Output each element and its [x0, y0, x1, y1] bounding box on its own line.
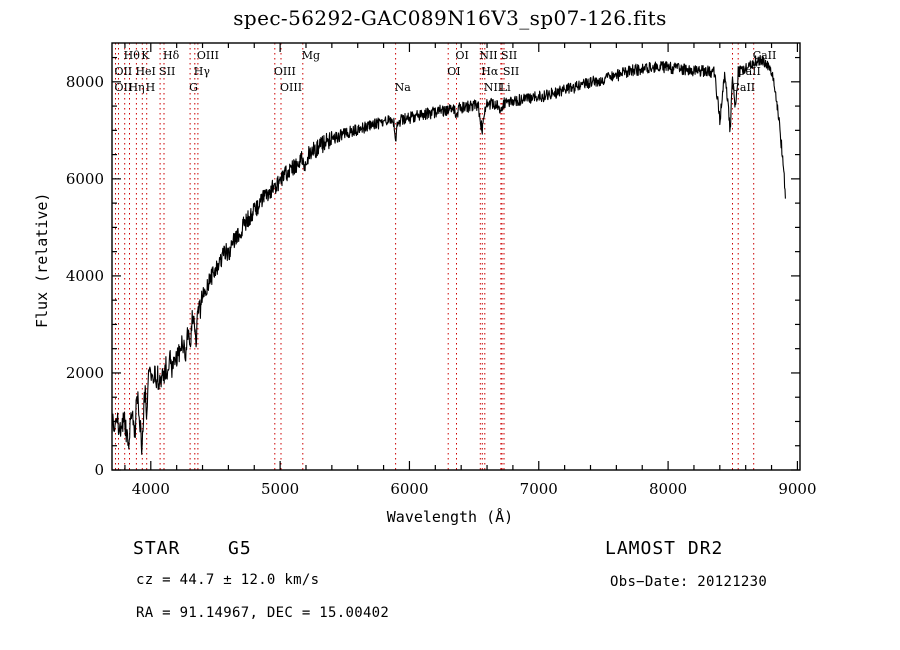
- x-axis-label: Wavelength (Å): [386, 508, 514, 526]
- plot-frame: [111, 42, 801, 471]
- line-marker-label: SII: [501, 49, 518, 62]
- y-tick-label: 4000: [65, 266, 104, 285]
- y-tick-label: 6000: [65, 169, 104, 188]
- x-tick-label: 9000: [778, 480, 817, 498]
- line-marker-label: CaII: [737, 65, 761, 78]
- line-marker-group: [115, 43, 755, 470]
- line-marker-label: OIII: [196, 49, 219, 62]
- line-marker-label: CaII: [752, 49, 777, 62]
- obs-date-label: Obs−Date: 20121230: [610, 574, 768, 590]
- line-marker-label: Hα: [481, 65, 499, 78]
- y-tick-label: 0: [94, 461, 104, 479]
- survey-label: LAMOST DR2: [605, 538, 724, 559]
- spectrum-trace: [111, 54, 786, 455]
- spectral-class-label: G5: [228, 538, 252, 559]
- line-marker-label: OI: [447, 65, 461, 78]
- line-marker-label: OII: [114, 81, 133, 94]
- axis-ticks: [112, 43, 800, 471]
- line-marker-label: SII: [159, 65, 176, 78]
- line-marker-label: Hγ: [193, 65, 210, 78]
- line-marker-label: SII: [502, 65, 520, 78]
- line-marker-label: Na: [394, 81, 411, 94]
- line-marker-label: CaII: [731, 81, 756, 94]
- x-tick-label: 8000: [648, 480, 688, 498]
- x-tick-label: 5000: [261, 480, 300, 498]
- line-marker-label: OII: [114, 65, 133, 78]
- x-tick-label: 7000: [519, 480, 558, 498]
- page-title: spec-56292-GAC089N16V3_sp07-126.fits: [233, 6, 667, 30]
- line-marker-label: OIII: [273, 65, 296, 78]
- line-marker-label: H: [145, 81, 156, 94]
- line-marker-label: K: [141, 49, 150, 62]
- line-marker-label: HeI: [135, 65, 156, 78]
- line-marker-label: Hη: [128, 81, 145, 94]
- line-marker-label: G: [189, 81, 198, 94]
- line-marker-label: OIII: [280, 81, 303, 94]
- y-tick-label: 2000: [65, 363, 104, 382]
- x-tick-label: 6000: [390, 480, 429, 498]
- line-marker-label: Hθ: [123, 49, 140, 62]
- redshift-velocity-label: cz = 44.7 ± 12.0 km/s: [136, 572, 320, 588]
- line-marker-label: Mg: [301, 49, 321, 62]
- line-marker-label: OI: [455, 49, 469, 62]
- object-type-label: STAR: [133, 538, 181, 559]
- coordinates-label: RA = 91.14967, DEC = 15.00402: [136, 605, 390, 621]
- line-marker-label: Li: [499, 81, 511, 94]
- line-marker-label: NII: [483, 81, 503, 94]
- y-tick-label: 8000: [65, 72, 104, 91]
- x-tick-label: 4000: [131, 480, 170, 498]
- line-marker-label: Hδ: [162, 49, 180, 62]
- line-marker-label: NII: [479, 49, 498, 62]
